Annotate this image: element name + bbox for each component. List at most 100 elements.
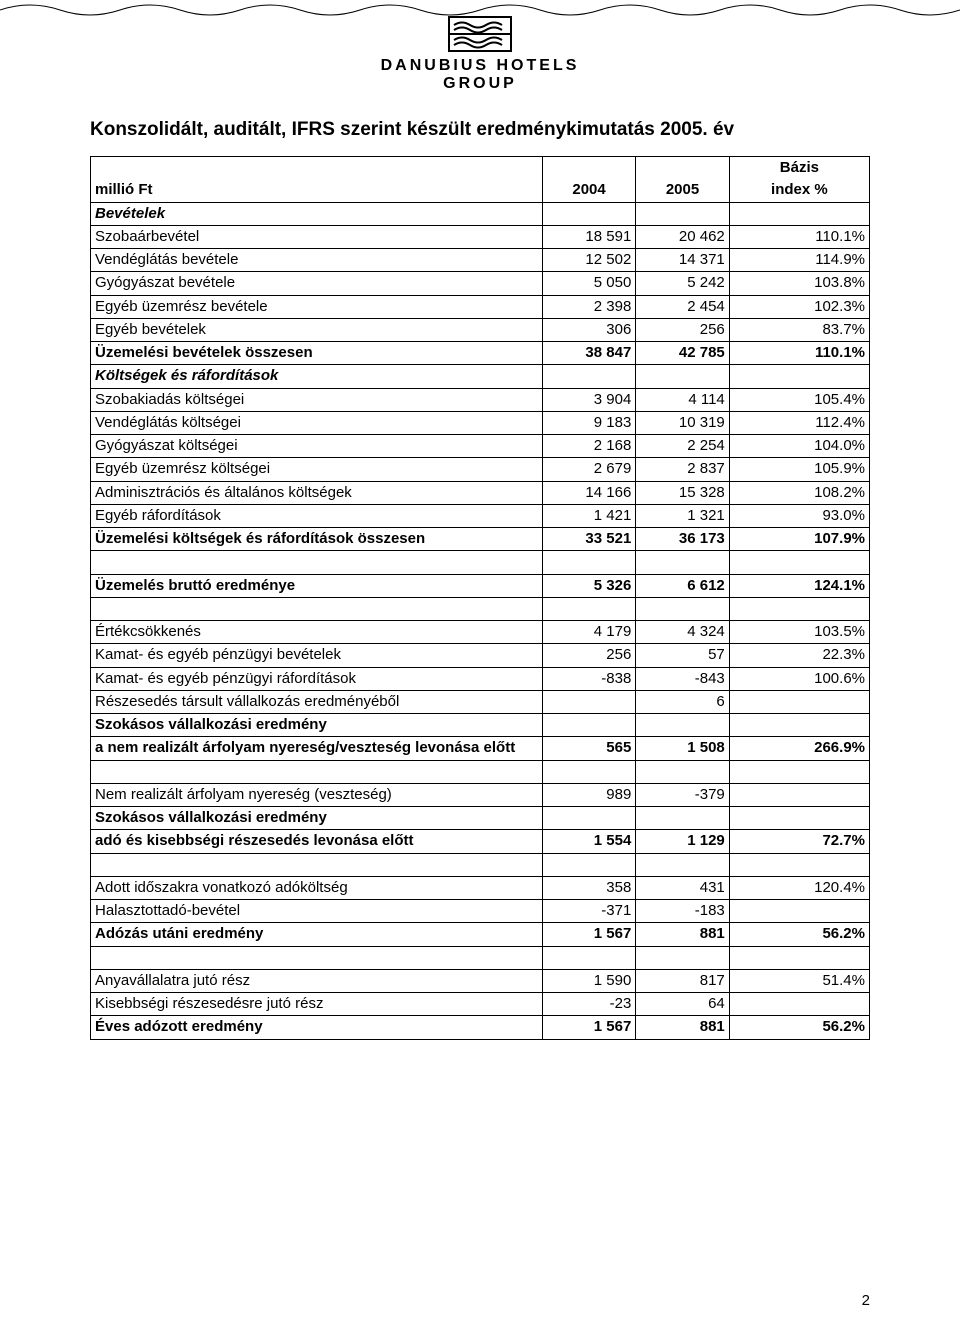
row-value-2005: 5 242 — [636, 272, 729, 295]
table-row — [91, 853, 870, 876]
row-value-2005: 20 462 — [636, 225, 729, 248]
table-row: Üzemelési költségek és ráfordítások össz… — [91, 528, 870, 551]
table-row: Szobaárbevétel18 59120 462110.1% — [91, 225, 870, 248]
row-value-index: 107.9% — [729, 528, 869, 551]
row-label: Egyéb ráfordítások — [91, 504, 543, 527]
table-row: Adott időszakra vonatkozó adóköltség3584… — [91, 876, 870, 899]
row-value-2004: 2 168 — [542, 435, 635, 458]
row-label: Adózás utáni eredmény — [91, 923, 543, 946]
row-value-index: 112.4% — [729, 411, 869, 434]
row-value-index: 83.7% — [729, 318, 869, 341]
row-label: Értékcsökkenés — [91, 621, 543, 644]
row-value-2004: 358 — [542, 876, 635, 899]
row-value-index: 51.4% — [729, 969, 869, 992]
row-value-2005: 881 — [636, 923, 729, 946]
row-value-2005: -183 — [636, 900, 729, 923]
table-row: Szokásos vállalkozási eredmény — [91, 714, 870, 737]
row-value-index — [729, 365, 869, 388]
row-value-2004: 14 166 — [542, 481, 635, 504]
row-value-2004: 18 591 — [542, 225, 635, 248]
row-value-index: 110.1% — [729, 342, 869, 365]
row-value-2004: 256 — [542, 644, 635, 667]
table-row: a nem realizált árfolyam nyereség/veszte… — [91, 737, 870, 760]
row-value-2005: 6 — [636, 690, 729, 713]
table-row: Éves adózott eredmény1 56788156.2% — [91, 1016, 870, 1039]
table-row: Szokásos vállalkozási eredmény — [91, 807, 870, 830]
row-label: Éves adózott eredmény — [91, 1016, 543, 1039]
row-label: Egyéb üzemrész költségei — [91, 458, 543, 481]
row-value-index — [729, 783, 869, 806]
row-value-2004: 33 521 — [542, 528, 635, 551]
row-value-2005: 817 — [636, 969, 729, 992]
row-value-2005: 881 — [636, 1016, 729, 1039]
table-row: Értékcsökkenés4 1794 324103.5% — [91, 621, 870, 644]
row-value-index: 124.1% — [729, 574, 869, 597]
row-value-index — [729, 714, 869, 737]
income-statement-table: millió Ft 2004 2005 Bázis index % Bevéte… — [90, 156, 870, 1040]
header-col-index-b: index % — [729, 179, 869, 202]
table-row: Egyéb ráfordítások1 4211 32193.0% — [91, 504, 870, 527]
row-label: Vendéglátás költségei — [91, 411, 543, 434]
row-value-index: 105.9% — [729, 458, 869, 481]
table-row — [91, 597, 870, 620]
row-value-2005: 14 371 — [636, 249, 729, 272]
row-value-2005 — [636, 714, 729, 737]
row-value-2004: -23 — [542, 993, 635, 1016]
row-value-index: 22.3% — [729, 644, 869, 667]
row-value-2005: 10 319 — [636, 411, 729, 434]
table-row: Vendéglátás költségei9 18310 319112.4% — [91, 411, 870, 434]
row-value-index: 114.9% — [729, 249, 869, 272]
row-value-2005: 2 454 — [636, 295, 729, 318]
row-value-2004: 2 398 — [542, 295, 635, 318]
table-row: Egyéb üzemrész bevétele2 3982 454102.3% — [91, 295, 870, 318]
table-row: Költségek és ráfordítások — [91, 365, 870, 388]
table-header-row: millió Ft 2004 2005 Bázis — [91, 157, 870, 180]
row-label: Bevételek — [91, 202, 543, 225]
row-label: Költségek és ráfordítások — [91, 365, 543, 388]
row-value-2005: 2 254 — [636, 435, 729, 458]
row-value-index: 108.2% — [729, 481, 869, 504]
row-value-2004: 3 904 — [542, 388, 635, 411]
row-value-index: 105.4% — [729, 388, 869, 411]
row-label: Szokásos vállalkozási eredmény — [91, 714, 543, 737]
row-value-2004: 5 326 — [542, 574, 635, 597]
table-row: Üzemelési bevételek összesen38 84742 785… — [91, 342, 870, 365]
table-row — [91, 551, 870, 574]
row-value-2005: 431 — [636, 876, 729, 899]
table-body: BevételekSzobaárbevétel18 59120 462110.1… — [91, 202, 870, 1039]
table-row — [91, 760, 870, 783]
logo-icon — [448, 16, 512, 52]
row-value-2004: 9 183 — [542, 411, 635, 434]
row-value-index — [729, 690, 869, 713]
table-row: adó és kisebbségi részesedés levonása el… — [91, 830, 870, 853]
logo-text-line1: DANUBIUS HOTELS — [381, 57, 580, 75]
row-value-2004: 2 679 — [542, 458, 635, 481]
row-label: Kamat- és egyéb pénzügyi bevételek — [91, 644, 543, 667]
row-value-index: 103.5% — [729, 621, 869, 644]
row-value-2005: 1 508 — [636, 737, 729, 760]
row-value-2005: 15 328 — [636, 481, 729, 504]
row-value-2005: 1 321 — [636, 504, 729, 527]
row-label: Adminisztrációs és általános költségek — [91, 481, 543, 504]
row-value-index: 100.6% — [729, 667, 869, 690]
row-label: Szobakiadás költségei — [91, 388, 543, 411]
logo-block: DANUBIUS HOTELS GROUP — [90, 12, 870, 93]
row-value-2005: 4 324 — [636, 621, 729, 644]
row-label: Gyógyászat bevétele — [91, 272, 543, 295]
row-value-2005: -379 — [636, 783, 729, 806]
table-row: Kamat- és egyéb pénzügyi ráfordítások-83… — [91, 667, 870, 690]
logo-text-line2: GROUP — [381, 75, 580, 93]
row-label: Részesedés társult vállalkozás eredményé… — [91, 690, 543, 713]
table-row: Egyéb bevételek30625683.7% — [91, 318, 870, 341]
table-row: Részesedés társult vállalkozás eredményé… — [91, 690, 870, 713]
row-label: Vendéglátás bevétele — [91, 249, 543, 272]
row-value-2005: 2 837 — [636, 458, 729, 481]
row-value-2004: 565 — [542, 737, 635, 760]
document-page: DANUBIUS HOTELS GROUP Konszolidált, audi… — [0, 0, 960, 1339]
table-row: Kisebbségi részesedésre jutó rész-2364 — [91, 993, 870, 1016]
row-value-2004 — [542, 714, 635, 737]
row-label: Üzemelési bevételek összesen — [91, 342, 543, 365]
table-row: Vendéglátás bevétele12 50214 371114.9% — [91, 249, 870, 272]
row-label: Üzemelés bruttó eredménye — [91, 574, 543, 597]
row-value-2004: 1 567 — [542, 1016, 635, 1039]
